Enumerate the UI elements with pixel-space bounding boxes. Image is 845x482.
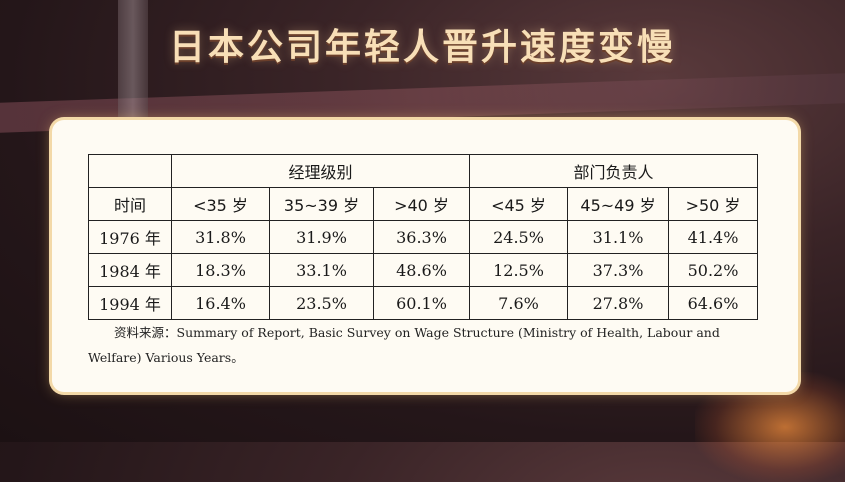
- table-corner-cell: [88, 154, 172, 188]
- column-header: 45~49 岁: [567, 187, 669, 221]
- column-header: <35 岁: [171, 187, 270, 221]
- table-cell: 24.5%: [469, 220, 568, 254]
- column-header: >40 岁: [373, 187, 470, 221]
- page-title: 日本公司年轻人晋升速度变慢: [168, 27, 676, 68]
- source-text: Summary of Report, Basic Survey on Wage …: [88, 325, 720, 365]
- background-pillar: [118, 0, 148, 120]
- table-cell: 18.3%: [171, 253, 270, 287]
- row-year: 1976 年: [88, 220, 172, 254]
- data-table: 经理级别 部门负责人 时间 <35 岁 35~39 岁 >40 岁 <45 岁 …: [88, 154, 759, 320]
- table-cell: 27.8%: [567, 286, 669, 320]
- table-header-row: 时间 <35 岁 35~39 岁 >40 岁 <45 岁 45~49 岁 >50…: [88, 187, 759, 221]
- table-row: 1976 年 31.8% 31.9% 36.3% 24.5% 31.1% 41.…: [88, 220, 759, 254]
- table-cell: 23.5%: [269, 286, 374, 320]
- table-cell: 60.1%: [373, 286, 470, 320]
- row-year: 1984 年: [88, 253, 172, 287]
- column-header: >50 岁: [667, 187, 759, 221]
- table-cell: 64.6%: [667, 286, 759, 320]
- table-row: 1984 年 18.3% 33.1% 48.6% 12.5% 37.3% 50.…: [88, 253, 759, 287]
- table-cell: 12.5%: [469, 253, 568, 287]
- table-cell: 36.3%: [373, 220, 470, 254]
- column-header: 35~39 岁: [269, 187, 374, 221]
- table-cell: 37.3%: [567, 253, 669, 287]
- table-cell: 33.1%: [269, 253, 374, 287]
- table-group-row: 经理级别 部门负责人: [88, 154, 759, 188]
- table-cell: 31.9%: [269, 220, 374, 254]
- row-year: 1994 年: [88, 286, 172, 320]
- table-cell: 48.6%: [373, 253, 470, 287]
- table-row: 1994 年 16.4% 23.5% 60.1% 7.6% 27.8% 64.6…: [88, 286, 759, 320]
- table-cell: 16.4%: [171, 286, 270, 320]
- row-header-label: 时间: [88, 187, 172, 221]
- group-header-manager: 经理级别: [171, 154, 470, 188]
- table-cell: 31.1%: [567, 220, 669, 254]
- content-card: 经理级别 部门负责人 时间 <35 岁 35~39 岁 >40 岁 <45 岁 …: [52, 120, 798, 392]
- source-note: 资料来源：Summary of Report, Basic Survey on …: [88, 320, 768, 370]
- group-header-department-head: 部门负责人: [468, 154, 759, 188]
- table-cell: 7.6%: [469, 286, 568, 320]
- source-label: 资料来源：: [114, 325, 177, 340]
- table-cell: 50.2%: [667, 253, 759, 287]
- table-cell: 31.8%: [171, 220, 270, 254]
- table-cell: 41.4%: [667, 220, 759, 254]
- column-header: <45 岁: [469, 187, 568, 221]
